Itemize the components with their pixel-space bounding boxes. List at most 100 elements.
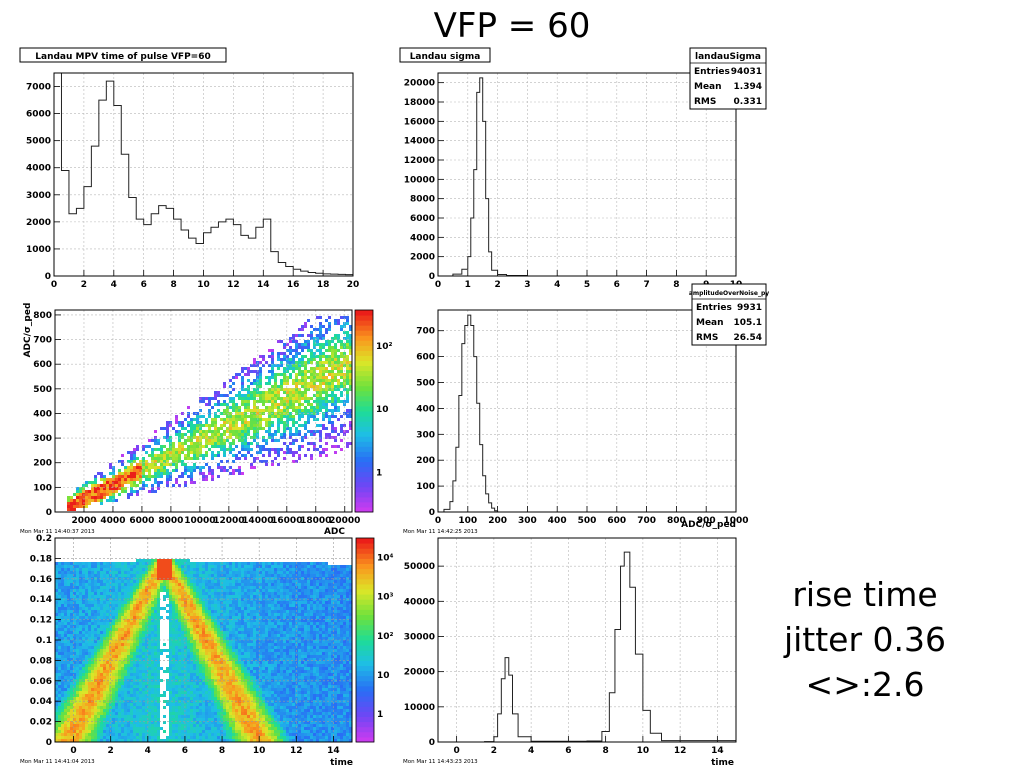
p5-heat-cell <box>163 643 166 646</box>
p5-heat-cell <box>148 727 151 730</box>
p3-heat-cell <box>253 364 256 367</box>
p5-heat-cell <box>61 634 64 637</box>
p3-heat-cell <box>151 439 154 442</box>
p5-heat-cell <box>205 622 208 625</box>
p5-heat-cell <box>190 709 193 712</box>
p5-heat-cell <box>136 643 139 646</box>
p3-heat-cell <box>283 367 286 370</box>
p5-heat-cell <box>184 706 187 709</box>
p5-heat-cell <box>61 670 64 673</box>
p5-heat-cell <box>91 658 94 661</box>
p5-heat-cell <box>124 625 127 628</box>
p5-heat-cell <box>79 697 82 700</box>
p5-heat-cell <box>130 619 133 622</box>
p5-heat-cell <box>67 592 70 595</box>
p5-heat-cell <box>193 640 196 643</box>
p5-heat-cell <box>85 667 88 670</box>
p5-heat-cell <box>88 646 91 649</box>
p5-heat-cell <box>187 703 190 706</box>
p3-heat-cell <box>334 427 337 430</box>
p5-heat-cell <box>178 736 181 739</box>
p3-heat-cell <box>199 469 202 472</box>
p3-heat-cell <box>334 337 337 340</box>
p5-heat-cell <box>157 613 160 616</box>
p5-heat-cell <box>202 643 205 646</box>
p3-heat-cell <box>271 400 274 403</box>
p1-series-line <box>53 72 354 276</box>
p5-heat-cell <box>196 568 199 571</box>
p5-heat-cell <box>55 721 58 724</box>
p3-heat-cell <box>253 433 256 436</box>
p3-heat-cell <box>193 481 196 484</box>
p5-heat-cell <box>205 595 208 598</box>
p5-heat-cell <box>145 559 148 562</box>
p5-heat-cell <box>79 670 82 673</box>
p5-heat-cell <box>127 601 130 604</box>
p5-heat-cell <box>67 703 70 706</box>
p3-heat-cell <box>133 472 136 475</box>
p3-heat-cell <box>271 397 274 400</box>
p3-heat-cell <box>310 325 313 328</box>
p5-heat-cell <box>181 586 184 589</box>
p5-heat-cell <box>115 661 118 664</box>
p3-heat-cell <box>304 394 307 397</box>
p3-xtick-label: 20000 <box>329 516 360 526</box>
p3-heat-cell <box>334 364 337 367</box>
p3-heat-cell <box>259 379 262 382</box>
p5-heat-cell <box>169 574 172 577</box>
p3-heat-cell <box>223 439 226 442</box>
p3-heat-cell <box>82 502 85 505</box>
p5-heat-cell <box>190 736 193 739</box>
p3-heat-cell <box>277 439 280 442</box>
p3-heat-cell <box>181 448 184 451</box>
p3-heat-cell <box>337 379 340 382</box>
p3-heat-cell <box>328 328 331 331</box>
p5-heat-cell <box>79 730 82 733</box>
p5-heat-cell <box>202 718 205 721</box>
p3-heat-cell <box>244 439 247 442</box>
p5-heat-cell <box>154 715 157 718</box>
p5-heat-cell <box>91 571 94 574</box>
p3-heat-cell <box>265 400 268 403</box>
p5-heat-cell <box>109 619 112 622</box>
p5-heat-cell <box>118 652 121 655</box>
p5-heat-cell <box>202 565 205 568</box>
p5-heat-cell <box>199 673 202 676</box>
p5-heat-cell <box>163 706 166 709</box>
p5-heat-cell <box>190 730 193 733</box>
p5-heat-cell <box>187 595 190 598</box>
p3-heat-cell <box>280 421 283 424</box>
p5-heat-cell <box>202 646 205 649</box>
p3-heat-cell <box>337 370 340 373</box>
p5-heat-cell <box>205 670 208 673</box>
p5-heat-cell <box>187 625 190 628</box>
p5-heat-cell <box>100 565 103 568</box>
p3-heat-cell <box>148 454 151 457</box>
p3-heat-cell <box>325 370 328 373</box>
p5-heat-cell <box>103 631 106 634</box>
p3-heat-cell <box>307 346 310 349</box>
p5-heat-cell <box>91 652 94 655</box>
p5-heat-cell <box>61 580 64 583</box>
p3-heat-cell <box>109 478 112 481</box>
p3-heat-cell <box>349 370 352 373</box>
p5-heat-cell <box>82 604 85 607</box>
p3-heat-cell <box>214 415 217 418</box>
p5-heat-cell <box>199 637 202 640</box>
p5-heat-cell <box>112 718 115 721</box>
p5-heat-cell <box>55 622 58 625</box>
p5-heat-cell <box>151 724 154 727</box>
p3-heat-cell <box>106 484 109 487</box>
p5-heat-cell <box>157 583 160 586</box>
p5-heat-cell <box>58 685 61 688</box>
p5-heat-cell <box>106 643 109 646</box>
p5-heat-cell <box>157 664 160 667</box>
p5-heat-cell <box>136 619 139 622</box>
p5-heat-cell <box>121 610 124 613</box>
p3-heat-cell <box>310 403 313 406</box>
p5-heat-cell <box>136 598 139 601</box>
p5-heat-cell <box>67 652 70 655</box>
p5-heat-cell <box>97 610 100 613</box>
p5-heat-cell <box>85 712 88 715</box>
p3-heat-cell <box>280 373 283 376</box>
